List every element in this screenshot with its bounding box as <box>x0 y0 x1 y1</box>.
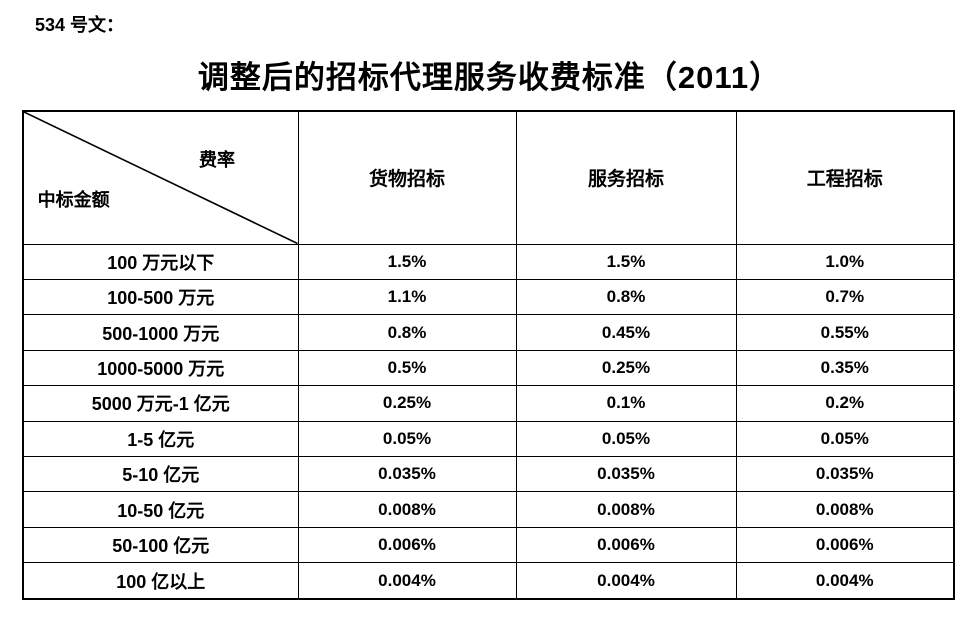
rate-cell: 0.25% <box>515 349 737 387</box>
document-number-label: 534 号文： <box>35 15 125 35</box>
table-header-row: 费率 中标金额 货物招标 服务招标 工程招标 <box>22 110 955 245</box>
table-row: 1000-5000 万元 0.5% 0.25% 0.35% <box>22 349 955 387</box>
rate-cell: 0.2% <box>735 385 955 422</box>
rate-cell: 0.7% <box>735 278 955 316</box>
table-row: 100-500 万元 1.1% 0.8% 0.7% <box>22 278 955 316</box>
row-label: 100-500 万元 <box>22 278 299 316</box>
rate-cell: 0.05% <box>515 420 737 458</box>
table-row: 100 万元以下 1.5% 1.5% 1.0% <box>22 243 955 280</box>
table-row: 5000 万元-1 亿元 0.25% 0.1% 0.2% <box>22 385 955 422</box>
fee-schedule-table: 费率 中标金额 货物招标 服务招标 工程招标 100 万元以下 1.5% 1.5… <box>22 110 955 600</box>
rate-cell: 1.5% <box>515 243 737 280</box>
rate-cell: 1.0% <box>735 243 955 280</box>
rate-cell: 1.1% <box>297 278 517 316</box>
row-label: 5000 万元-1 亿元 <box>22 385 299 422</box>
rate-cell: 0.008% <box>297 491 517 528</box>
rate-cell: 0.006% <box>515 526 737 564</box>
rate-cell: 0.035% <box>297 456 517 493</box>
table-row: 1-5 亿元 0.05% 0.05% 0.05% <box>22 420 955 458</box>
rate-cell: 0.8% <box>297 314 517 351</box>
rate-cell: 0.1% <box>515 385 737 422</box>
column-header-goods: 货物招标 <box>297 110 517 245</box>
row-label: 100 万元以下 <box>22 243 299 280</box>
rate-cell: 0.8% <box>515 278 737 316</box>
rate-cell: 0.006% <box>735 526 955 564</box>
row-label: 10-50 亿元 <box>22 491 299 528</box>
rate-cell: 0.05% <box>735 420 955 458</box>
rate-cell: 0.035% <box>735 456 955 493</box>
column-header-engineering: 工程招标 <box>735 110 955 245</box>
rate-cell: 0.55% <box>735 314 955 351</box>
table-row: 100 亿以上 0.004% 0.004% 0.004% <box>22 562 955 600</box>
rate-cell: 0.035% <box>515 456 737 493</box>
row-label: 1-5 亿元 <box>22 420 299 458</box>
rate-cell: 0.45% <box>515 314 737 351</box>
table-row: 10-50 亿元 0.008% 0.008% 0.008% <box>22 491 955 528</box>
rate-cell: 0.35% <box>735 349 955 387</box>
row-label: 100 亿以上 <box>22 562 299 600</box>
page-title: 调整后的招标代理服务收费标准（2011） <box>197 60 782 95</box>
rate-cell: 0.004% <box>735 562 955 600</box>
diagonal-line <box>24 112 298 244</box>
rate-cell: 0.004% <box>515 562 737 600</box>
corner-cell: 费率 中标金额 <box>22 110 299 245</box>
table-row: 50-100 亿元 0.006% 0.006% 0.006% <box>22 526 955 564</box>
rate-cell: 0.008% <box>515 491 737 528</box>
rate-cell: 0.004% <box>297 562 517 600</box>
corner-label-amount: 中标金额 <box>37 189 110 210</box>
rate-cell: 0.5% <box>297 349 517 387</box>
rate-cell: 0.008% <box>735 491 955 528</box>
rate-cell: 0.05% <box>297 420 517 458</box>
row-label: 50-100 亿元 <box>22 526 299 564</box>
rate-cell: 0.006% <box>297 526 517 564</box>
row-label: 500-1000 万元 <box>22 314 299 351</box>
rate-cell: 1.5% <box>297 243 517 280</box>
table-row: 500-1000 万元 0.8% 0.45% 0.55% <box>22 314 955 351</box>
rate-cell: 0.25% <box>297 385 517 422</box>
row-label: 5-10 亿元 <box>22 456 299 493</box>
table-row: 5-10 亿元 0.035% 0.035% 0.035% <box>22 456 955 493</box>
row-label: 1000-5000 万元 <box>22 349 299 387</box>
column-header-services: 服务招标 <box>515 110 737 245</box>
corner-label-rate: 费率 <box>199 150 236 171</box>
